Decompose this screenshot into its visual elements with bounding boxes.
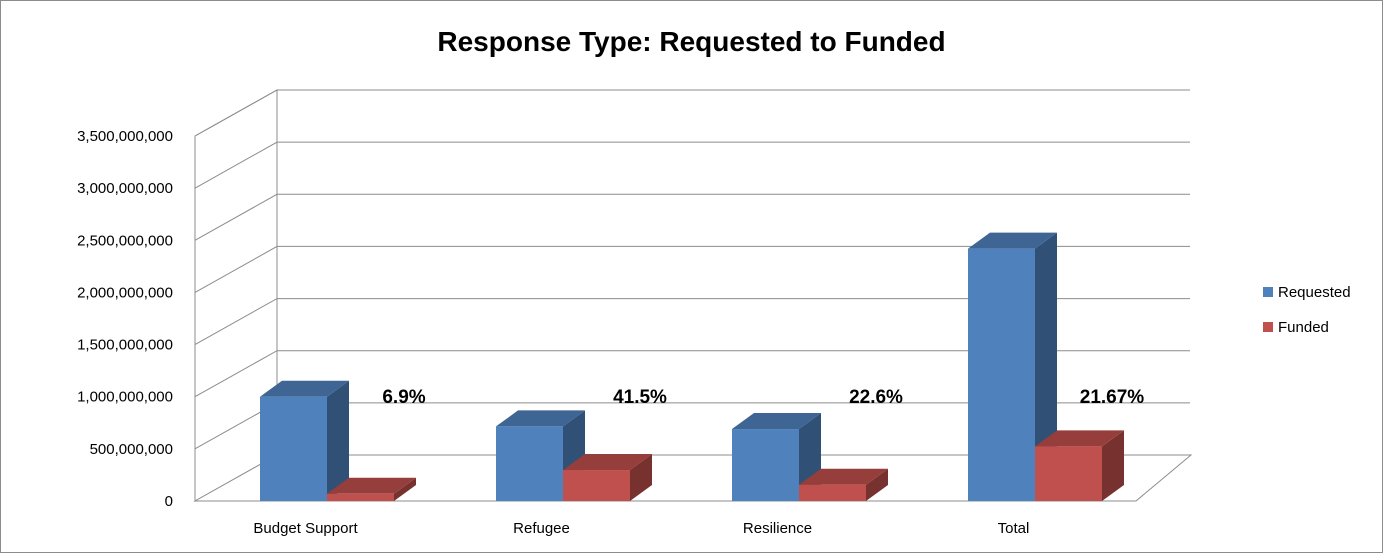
gridline [194,141,1190,189]
bar-funded [327,493,394,501]
bar-requested [260,396,327,501]
gridline [194,89,1190,137]
data-label: 41.5% [613,387,667,408]
legend-label-funded: Funded [1278,319,1329,336]
y-tick-label: 2,500,000,000 [77,232,173,249]
legend-swatch-requested [1263,287,1273,297]
bar-side [866,468,888,501]
legend-swatch-funded [1263,322,1273,332]
y-tick-label: 1,000,000,000 [77,389,173,406]
bar-top [260,380,349,397]
bar-funded [563,470,630,501]
bar-top [799,468,888,485]
y-tick-label: 2,000,000,000 [77,284,173,301]
chart-title: Response Type: Requested to Funded [437,26,946,57]
bar-requested [732,429,799,501]
bar-top [563,454,652,471]
legend-label-requested: Requested [1278,284,1351,301]
x-tick-label: Resilience [743,520,812,537]
bar-top [1035,430,1124,447]
y-tick-label: 3,000,000,000 [77,180,173,197]
bar-requested [496,426,563,501]
bar-side [394,477,416,501]
data-label: 6.9% [382,387,425,408]
data-label: 21.67% [1080,387,1145,408]
x-tick-label: Refugee [513,520,570,537]
x-tick-label: Total [998,520,1030,537]
bar-top [496,410,585,427]
bar-top [968,232,1057,249]
bar-side [1102,430,1124,501]
bar-top [732,413,821,430]
y-tick-label: 0 [165,493,173,510]
bar-side [327,380,349,501]
bar-requested [968,248,1035,501]
bar-funded [799,484,866,501]
y-tick-label: 500,000,000 [90,441,173,458]
x-tick-label: Budget Support [253,520,358,537]
bar-funded [1035,446,1102,501]
bar-top [327,477,416,494]
bar-side [1035,232,1057,501]
y-tick-label: 1,500,000,000 [77,337,173,354]
bar-side [630,454,652,501]
data-label: 22.6% [849,387,903,408]
y-tick-label: 3,500,000,000 [77,128,173,145]
